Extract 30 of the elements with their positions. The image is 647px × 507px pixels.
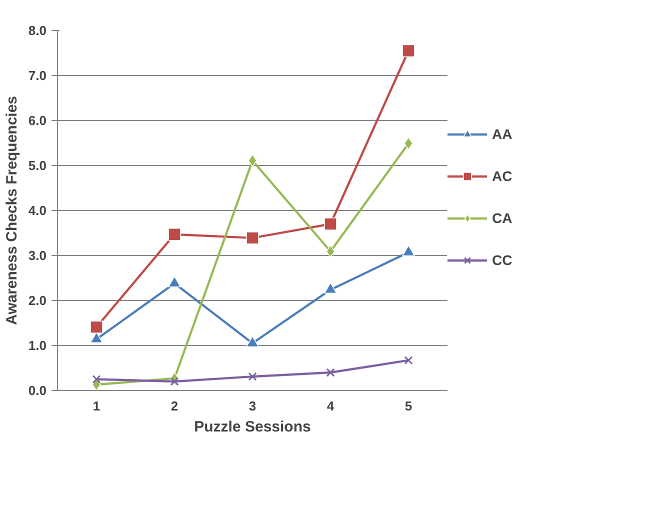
x-tick-label: 1 (92, 398, 100, 414)
x-axis-title: Puzzle Sessions (194, 418, 311, 436)
point (248, 372, 257, 381)
legend-label: AC (492, 168, 512, 184)
point (404, 356, 413, 365)
x-tick-label: 5 (404, 398, 412, 414)
x-tick-label: 2 (170, 398, 178, 414)
y-tick-label: 0.0 (28, 383, 47, 398)
legend-label: AA (492, 126, 512, 142)
x-tick-label: 3 (248, 398, 256, 414)
point (170, 377, 179, 386)
y-tick-label: 6.0 (28, 113, 47, 128)
point (402, 44, 415, 58)
y-tick-label: 7.0 (28, 68, 47, 83)
legend-label: CA (492, 210, 512, 226)
point (324, 218, 337, 230)
y-tick-label: 2.0 (28, 293, 47, 308)
point (92, 374, 101, 384)
y-tick-label: 5.0 (28, 158, 47, 173)
y-tick-label: 8.0 (28, 23, 47, 38)
y-tick-label: 1.0 (28, 338, 47, 353)
point (168, 228, 181, 241)
y-axis-title: Awareness Checks Frequencies (3, 96, 20, 326)
point (90, 320, 103, 334)
y-tick-label: 4.0 (28, 203, 47, 218)
point (326, 368, 335, 377)
y-tick-label: 3.0 (28, 248, 47, 263)
legend-label: CC (492, 252, 512, 268)
point (246, 232, 259, 244)
x-tick-label: 4 (326, 398, 335, 414)
